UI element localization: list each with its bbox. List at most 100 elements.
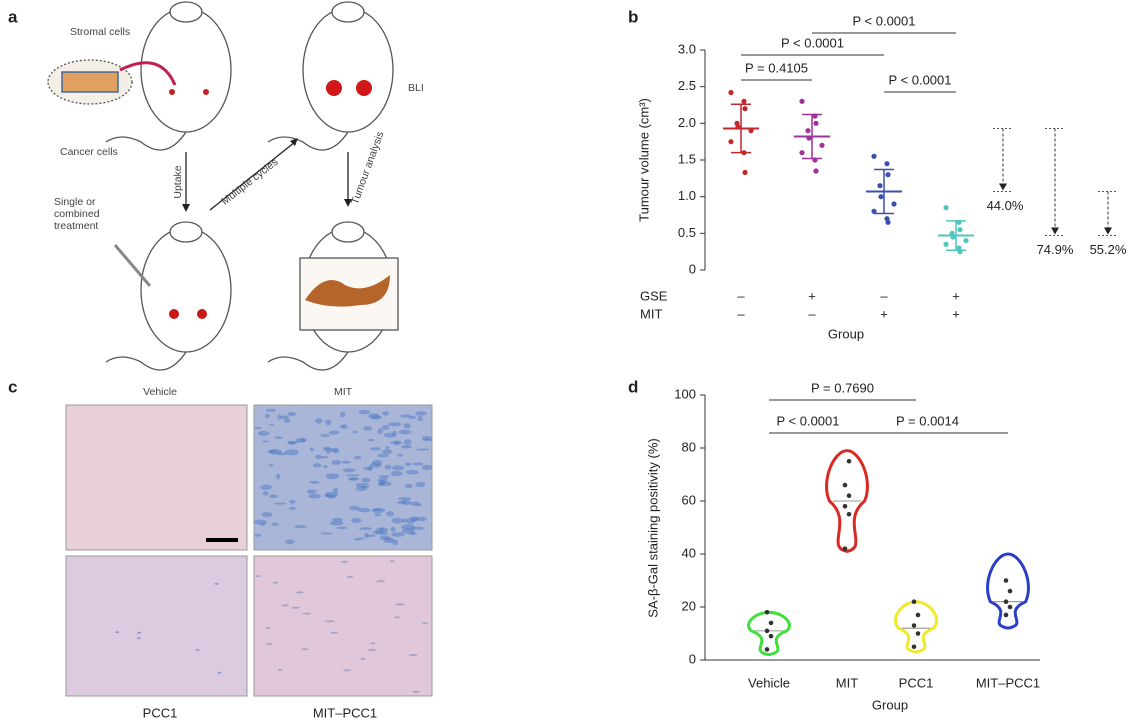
data-point xyxy=(846,511,852,517)
data-point xyxy=(728,89,734,96)
texture xyxy=(415,481,426,488)
data-point xyxy=(805,128,811,134)
data-point xyxy=(915,631,921,636)
data-point xyxy=(878,194,884,200)
image-title: MIT xyxy=(334,386,353,398)
texture xyxy=(332,447,340,454)
row-sign: + xyxy=(952,306,960,321)
texture xyxy=(289,499,296,504)
texture xyxy=(326,451,331,454)
reduction-label: 74.9% xyxy=(1037,242,1074,257)
texture xyxy=(416,503,422,507)
texture xyxy=(333,487,339,494)
texture xyxy=(389,441,403,444)
texture xyxy=(352,430,359,434)
violin xyxy=(894,600,938,654)
data-point xyxy=(1007,588,1013,594)
texture xyxy=(382,424,390,430)
texture xyxy=(295,438,306,443)
texture xyxy=(358,527,373,531)
texture xyxy=(358,409,371,415)
data-point xyxy=(871,153,877,159)
label: Cancer cells xyxy=(60,146,118,158)
texture xyxy=(266,642,273,645)
comparison-label: P < 0.0001 xyxy=(852,13,915,28)
x-tick-label: PCC1 xyxy=(899,675,934,690)
y-tick-label: 1.5 xyxy=(678,151,696,166)
texture xyxy=(376,580,386,583)
texture xyxy=(312,463,322,468)
texture xyxy=(411,526,425,530)
texture xyxy=(408,654,418,657)
texture xyxy=(417,416,423,420)
texture xyxy=(269,494,278,499)
texture xyxy=(377,453,389,458)
data-point xyxy=(911,644,917,650)
data-point xyxy=(846,458,852,464)
texture xyxy=(255,575,261,578)
texture xyxy=(269,423,275,426)
y-tick-label: 60 xyxy=(682,492,696,507)
texture xyxy=(323,465,328,469)
label: Single or combined treatment xyxy=(54,196,100,232)
panel-label: d xyxy=(628,377,638,396)
texture xyxy=(309,447,315,452)
texture xyxy=(341,424,348,429)
texture xyxy=(347,477,360,481)
texture xyxy=(375,527,389,534)
x-axis-label: Group xyxy=(872,697,908,712)
texture xyxy=(315,418,323,424)
y-axis-label: SA-β-Gal staining positivity (%) xyxy=(645,438,660,617)
data-point xyxy=(742,106,748,112)
texture xyxy=(391,532,405,537)
data-point xyxy=(884,161,890,167)
texture xyxy=(415,411,427,416)
mouse xyxy=(267,1,394,151)
texture xyxy=(369,447,382,451)
data-point xyxy=(842,482,848,488)
texture xyxy=(136,637,141,640)
texture xyxy=(261,512,273,518)
texture xyxy=(351,517,362,524)
arrow-head xyxy=(1051,227,1059,235)
texture xyxy=(384,464,392,470)
texture xyxy=(341,460,351,464)
label: Uptake xyxy=(172,165,184,198)
data-point xyxy=(1003,578,1009,583)
texture xyxy=(325,473,340,480)
data-point xyxy=(957,227,963,233)
texture xyxy=(320,455,329,459)
data-point xyxy=(842,504,848,509)
texture xyxy=(383,538,395,544)
texture xyxy=(254,426,263,429)
panel-label: c xyxy=(8,377,17,396)
texture xyxy=(342,468,356,473)
texture xyxy=(308,493,322,499)
texture xyxy=(390,560,395,563)
row-sign: – xyxy=(737,288,745,303)
data-point xyxy=(764,610,770,615)
label: BLI xyxy=(408,82,424,94)
texture xyxy=(355,482,370,488)
violin xyxy=(825,449,869,553)
comparison-label: P < 0.0001 xyxy=(776,413,839,428)
x-tick-label: MIT xyxy=(836,675,858,690)
texture xyxy=(397,497,412,501)
data-point xyxy=(742,169,748,176)
data-point xyxy=(963,238,969,244)
texture xyxy=(268,464,274,467)
y-tick-label: 1.0 xyxy=(678,188,696,203)
texture xyxy=(377,428,383,434)
micrographs xyxy=(65,404,433,697)
reduction-label: 44.0% xyxy=(987,198,1024,213)
mouse xyxy=(105,1,232,151)
texture xyxy=(278,668,283,671)
y-tick-label: 0 xyxy=(689,651,696,666)
texture xyxy=(353,538,361,541)
texture xyxy=(339,425,345,428)
texture xyxy=(272,581,278,584)
texture xyxy=(284,449,299,456)
texture xyxy=(265,627,271,630)
texture xyxy=(366,534,376,538)
texture xyxy=(262,440,269,443)
